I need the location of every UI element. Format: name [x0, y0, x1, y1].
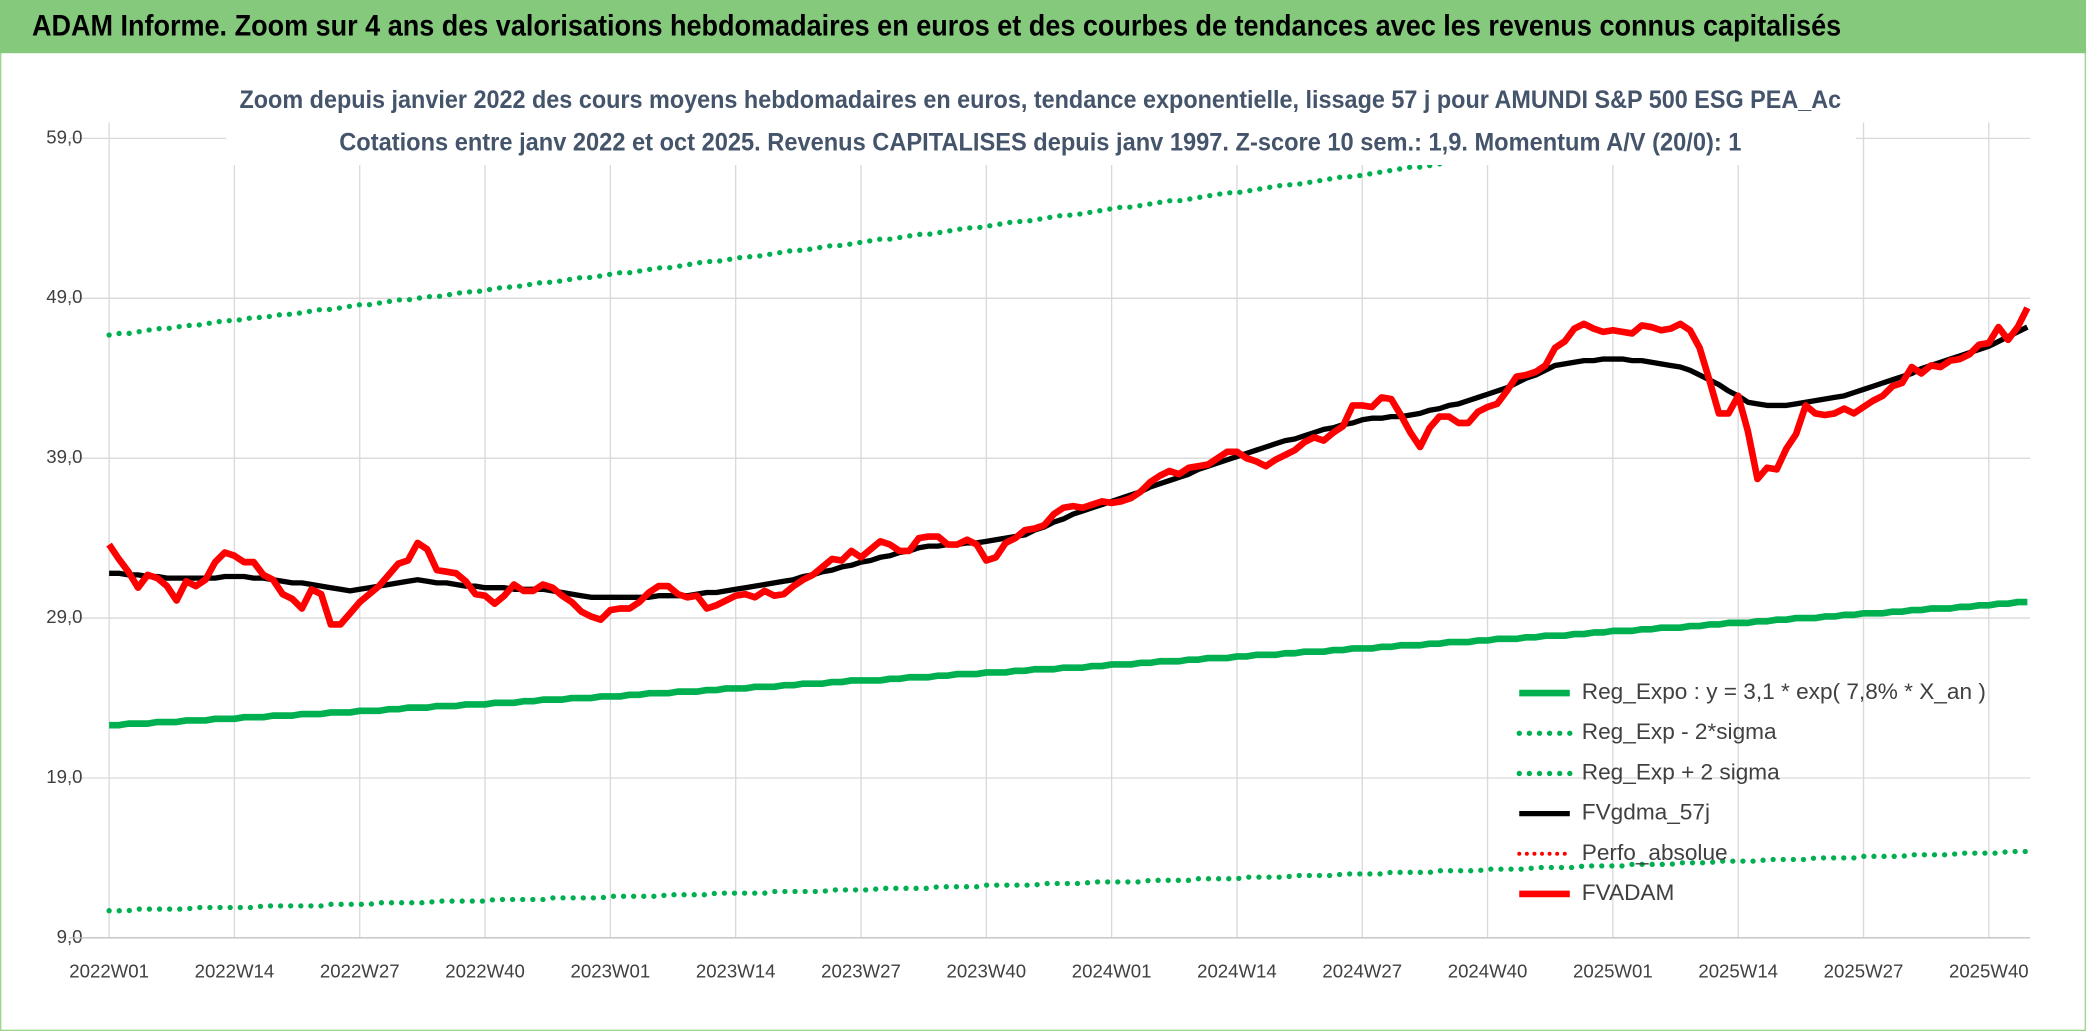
y-tick-label: 39,0 [46, 446, 82, 467]
x-tick-label: 2024W14 [1197, 960, 1277, 981]
legend-label: Reg_Exp - 2*sigma [1582, 719, 1777, 744]
page-title: ADAM Informe. Zoom sur 4 ans des valoris… [32, 11, 1841, 43]
x-tick-label: 2024W40 [1448, 960, 1528, 981]
legend: Reg_Expo : y = 3,1 * exp( 7,8% * X_an ) R… [1516, 679, 1986, 905]
legend-label: Perfo_absolue [1582, 840, 1728, 865]
x-tick-label: 2024W27 [1322, 960, 1402, 981]
x-tick-label: 2023W01 [571, 960, 651, 981]
x-tick-label: 2025W01 [1573, 960, 1653, 981]
grid: 9,0 19,0 29,0 39,0 49,0 59,0 2022W01 2022W14 202… [46, 122, 2031, 981]
series-line [106, 848, 2031, 914]
x-tick-label: 2023W14 [696, 960, 776, 981]
x-tick-label: 2023W40 [946, 960, 1026, 981]
series-line [106, 306, 2031, 628]
chart-subtitle: Cotations entre janv 2022 et oct 2025. R… [339, 128, 1741, 156]
x-tick-label: 2022W01 [69, 960, 149, 981]
series-line [109, 598, 2028, 729]
x-tick-label: 2022W40 [445, 960, 525, 981]
x-tick-label: 2023W27 [821, 960, 901, 981]
legend-label: Reg_Exp + 2 sigma [1582, 759, 1780, 784]
legend-label: FVADAM [1582, 880, 1675, 905]
chart-title: Zoom depuis janvier 2022 des cours moyen… [239, 86, 1841, 114]
y-tick-label: 29,0 [46, 606, 82, 627]
x-tick-label: 2025W14 [1698, 960, 1778, 981]
x-tick-label: 2025W27 [1824, 960, 1904, 981]
y-tick-label: 49,0 [46, 286, 82, 307]
legend-label: Reg_Expo : y = 3,1 * exp( 7,8% * X_an ) [1582, 679, 1986, 704]
legend-label: FVgdma_57j [1582, 800, 1710, 825]
y-tick-label: 9,0 [57, 926, 83, 947]
x-tick-label: 2024W01 [1072, 960, 1152, 981]
x-tick-label: 2022W14 [195, 960, 275, 981]
header-bar [0, 0, 2086, 54]
title-box [226, 77, 1856, 165]
y-tick-label: 19,0 [46, 766, 82, 787]
x-tick-label: 2022W27 [320, 960, 400, 981]
x-tick-label: 2025W40 [1949, 960, 2029, 981]
y-tick-label: 59,0 [46, 126, 82, 147]
